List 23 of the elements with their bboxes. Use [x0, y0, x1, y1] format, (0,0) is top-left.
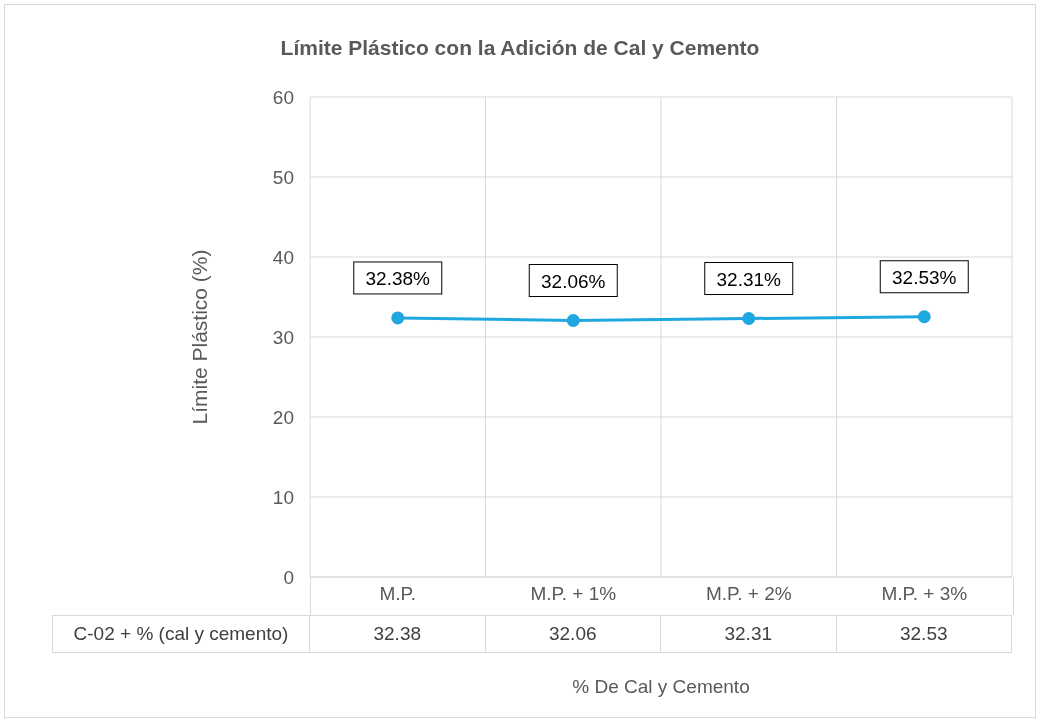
y-axis-title: Límite Plástico (%): [188, 249, 212, 425]
x-tick-label: M.P. + 1%: [530, 583, 617, 605]
annotation: 32.53%: [892, 266, 957, 288]
data-label: 32.06: [485, 615, 661, 653]
x-tick-label: M.P.: [379, 583, 417, 605]
text: C-02 + % (cal y cemento): [52, 615, 310, 653]
y-tick-label: 30: [272, 326, 294, 348]
data-label: 32.31: [661, 615, 837, 653]
y-tick-label: 0: [283, 566, 294, 588]
data-label: 32.38: [310, 615, 486, 653]
chart-title: Límite Plástico con la Adición de Cal y Cemento: [279, 36, 761, 60]
x-tick-label: M.P. + 2%: [705, 583, 792, 605]
x-tick-label: M.P. + 3%: [881, 583, 968, 605]
y-tick-label: 50: [272, 166, 294, 188]
y-tick-label: 40: [272, 246, 294, 268]
annotation: 32.31%: [716, 268, 782, 290]
y-tick-label: 60: [272, 86, 294, 108]
data-label: 32.53: [836, 615, 1012, 653]
annotation: 32.38%: [365, 267, 431, 289]
annotation: 32.06%: [541, 270, 606, 292]
x-axis-title: % De Cal y Cemento: [571, 676, 751, 698]
y-tick-label: 10: [272, 486, 294, 508]
y-tick-label: 20: [272, 406, 294, 428]
